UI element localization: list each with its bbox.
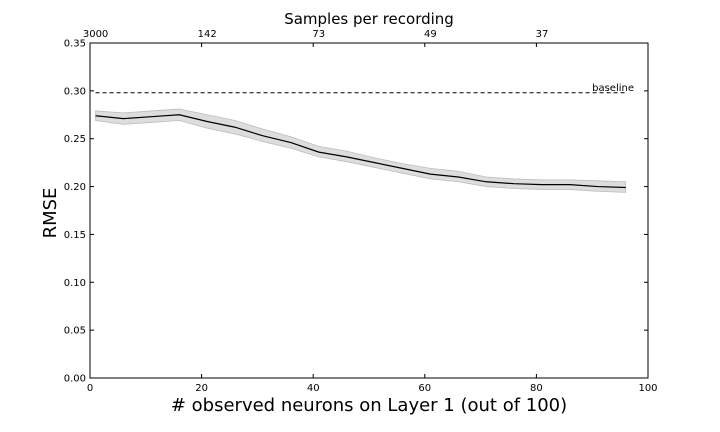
y-tick-label: 0.30 [64,86,86,97]
top-tick-label: 3000 [83,29,108,40]
top-tick-label: 73 [312,29,325,40]
top-tick-label: 142 [198,29,217,40]
plot-frame [89,42,649,379]
top-axis-title: Samples per recording [284,10,454,28]
y-tick-label: 0.00 [64,374,86,385]
baseline-label: baseline [592,83,634,94]
y-tick-label: 0.20 [64,182,86,193]
y-axis-title: RMSE [40,188,61,239]
x-axis: 0 20 40 60 80 100 [87,43,658,394]
x-tick-label: 100 [638,383,657,394]
x-tick-label: 60 [418,383,431,394]
x-tick-label: 0 [87,383,93,394]
x-tick-label: 20 [195,383,208,394]
x-tick-label: 40 [307,383,320,394]
x-tick-label: 80 [530,383,543,394]
series-line-0 [95,114,626,189]
top-axis: 3000 142 73 49 37 [83,29,548,40]
x-axis-title: # observed neurons on Layer 1 (out of 10… [171,395,567,416]
top-tick-label: 37 [536,29,549,40]
y-tick-label: 0.10 [64,278,86,289]
confidence-band-layer [95,108,627,193]
y-tick-label: 0.05 [64,326,86,337]
y-tick-label: 0.15 [64,230,86,241]
series-line-layer [95,114,626,189]
y-tick-label: 0.25 [64,134,86,145]
y-tick-label: 0.35 [64,39,86,50]
top-tick-label: 49 [424,29,437,40]
y-axis: 0.00 0.05 0.10 0.15 0.20 0.25 0.30 0.35 [64,39,648,385]
confidence-band-0 [95,108,627,193]
